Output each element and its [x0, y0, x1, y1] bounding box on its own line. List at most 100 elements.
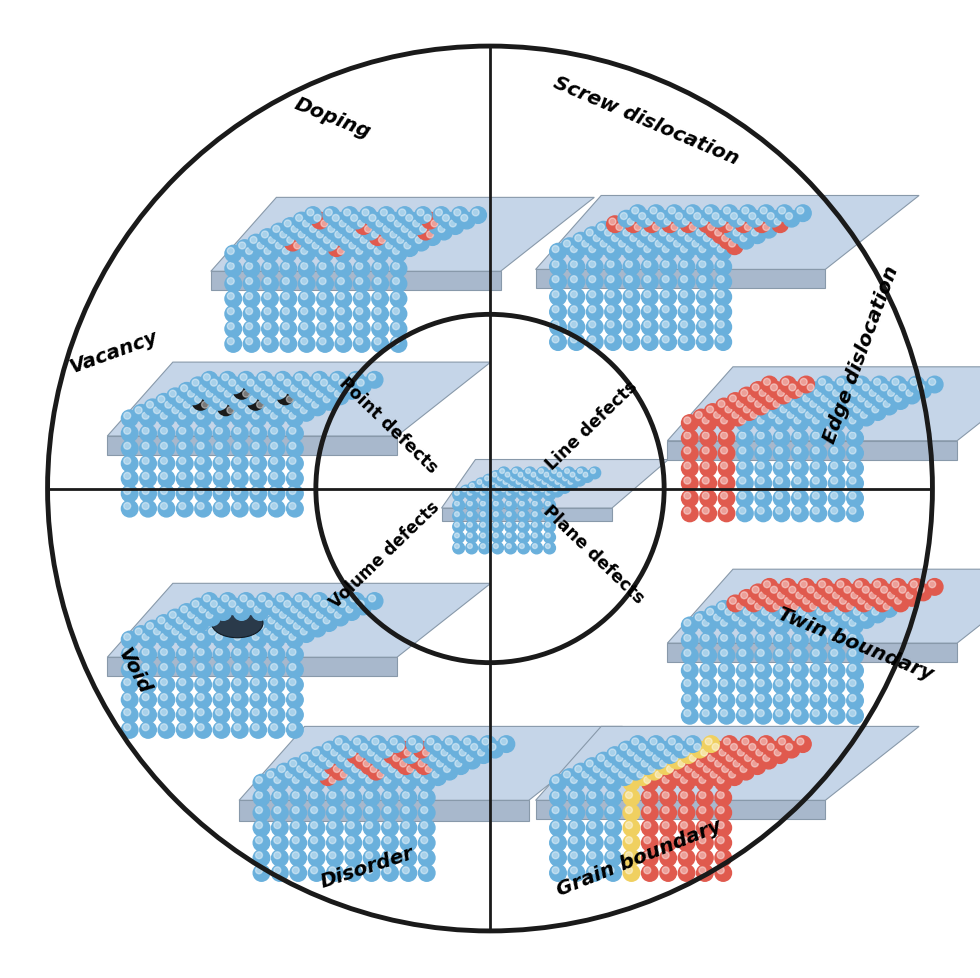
Circle shape: [420, 837, 427, 844]
Circle shape: [473, 486, 485, 498]
Circle shape: [140, 707, 157, 724]
Circle shape: [309, 606, 317, 613]
Circle shape: [874, 393, 891, 410]
Circle shape: [326, 850, 343, 867]
Circle shape: [368, 243, 374, 249]
Circle shape: [354, 276, 370, 292]
Circle shape: [300, 599, 317, 615]
Circle shape: [345, 760, 352, 767]
Circle shape: [566, 478, 578, 490]
Circle shape: [269, 501, 285, 517]
Circle shape: [739, 493, 746, 500]
Circle shape: [835, 377, 852, 393]
Circle shape: [658, 758, 674, 775]
Circle shape: [544, 543, 556, 555]
Circle shape: [340, 772, 347, 778]
Circle shape: [214, 501, 229, 517]
Circle shape: [500, 469, 505, 474]
Circle shape: [700, 678, 716, 694]
Circle shape: [176, 632, 193, 648]
Circle shape: [888, 390, 895, 397]
Circle shape: [293, 402, 300, 409]
Circle shape: [869, 390, 876, 397]
Circle shape: [589, 807, 596, 814]
Circle shape: [455, 502, 460, 507]
Circle shape: [755, 416, 771, 432]
Circle shape: [735, 217, 752, 233]
Circle shape: [681, 617, 698, 634]
Circle shape: [789, 399, 806, 416]
Circle shape: [178, 604, 195, 621]
Circle shape: [180, 385, 187, 392]
Circle shape: [671, 769, 688, 785]
Circle shape: [428, 218, 445, 235]
Circle shape: [339, 235, 356, 251]
Circle shape: [589, 306, 596, 313]
Circle shape: [366, 777, 372, 783]
Circle shape: [681, 416, 698, 432]
Circle shape: [122, 470, 138, 487]
Circle shape: [352, 766, 359, 773]
Circle shape: [418, 775, 435, 791]
Circle shape: [610, 764, 626, 780]
Circle shape: [440, 213, 457, 230]
Circle shape: [398, 758, 415, 775]
Circle shape: [313, 764, 329, 780]
Circle shape: [593, 766, 600, 773]
Circle shape: [348, 593, 365, 609]
Circle shape: [892, 581, 899, 588]
Circle shape: [739, 649, 746, 656]
Circle shape: [798, 377, 814, 393]
Circle shape: [796, 404, 812, 421]
Circle shape: [477, 749, 484, 756]
Circle shape: [413, 221, 419, 228]
Circle shape: [627, 219, 634, 226]
Circle shape: [715, 805, 731, 822]
Circle shape: [269, 707, 285, 724]
Circle shape: [300, 407, 308, 415]
Polygon shape: [667, 368, 980, 441]
Circle shape: [221, 596, 228, 602]
Circle shape: [269, 441, 285, 458]
Circle shape: [176, 617, 183, 624]
Circle shape: [302, 379, 309, 386]
Circle shape: [161, 724, 168, 731]
Circle shape: [498, 467, 510, 479]
Circle shape: [270, 443, 277, 450]
Circle shape: [876, 395, 883, 402]
Circle shape: [270, 473, 277, 480]
Circle shape: [418, 820, 435, 836]
Circle shape: [794, 493, 801, 500]
Circle shape: [319, 263, 326, 270]
Circle shape: [718, 647, 735, 664]
Circle shape: [625, 261, 632, 268]
Circle shape: [514, 478, 526, 490]
Circle shape: [284, 394, 301, 411]
Circle shape: [570, 291, 577, 298]
Circle shape: [274, 373, 291, 388]
Circle shape: [605, 230, 612, 237]
Circle shape: [581, 471, 593, 483]
Circle shape: [570, 261, 577, 268]
Circle shape: [256, 822, 263, 828]
Circle shape: [214, 707, 229, 724]
Circle shape: [286, 470, 303, 487]
Circle shape: [660, 274, 676, 290]
Circle shape: [246, 308, 253, 315]
Circle shape: [252, 724, 259, 731]
Circle shape: [293, 213, 310, 230]
Circle shape: [167, 388, 183, 405]
Circle shape: [678, 289, 695, 306]
Circle shape: [270, 634, 277, 641]
Circle shape: [556, 471, 567, 483]
Circle shape: [699, 277, 706, 284]
Circle shape: [847, 617, 863, 634]
Circle shape: [341, 207, 358, 224]
Circle shape: [761, 579, 778, 596]
Circle shape: [373, 218, 390, 235]
Circle shape: [312, 243, 319, 249]
Circle shape: [214, 470, 229, 487]
Circle shape: [286, 486, 303, 503]
Circle shape: [550, 850, 566, 867]
Polygon shape: [536, 727, 919, 801]
